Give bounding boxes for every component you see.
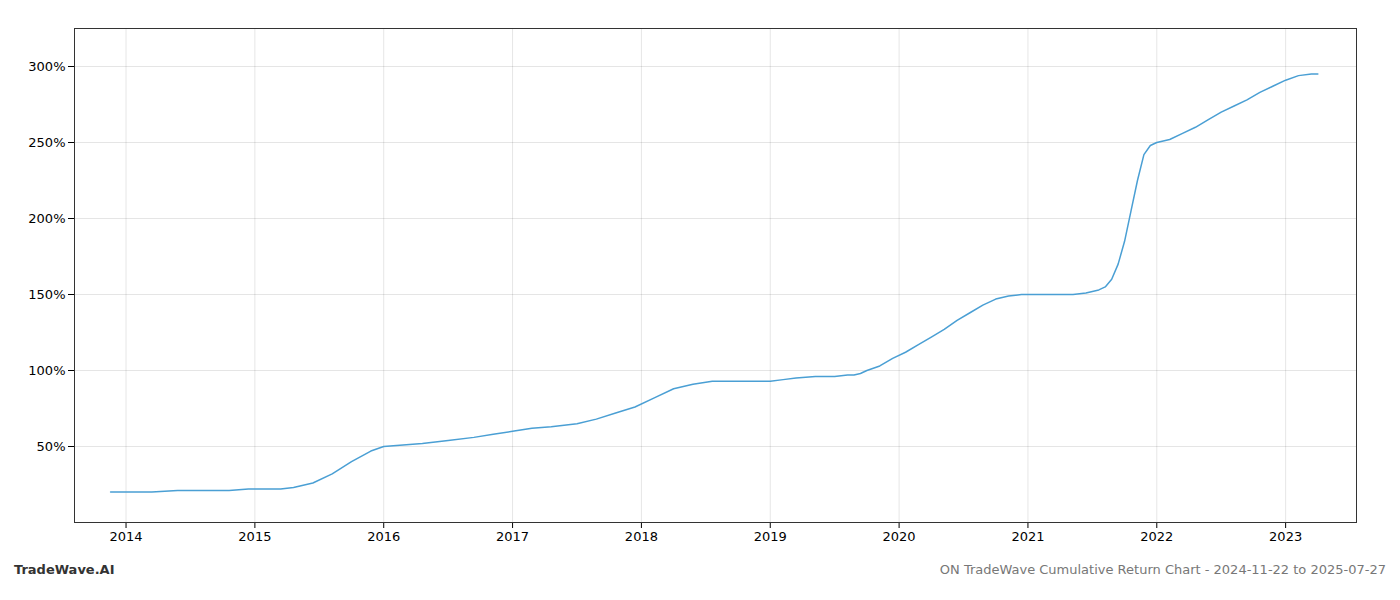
svg-text:2020: 2020 <box>883 529 916 544</box>
svg-text:150%: 150% <box>28 287 65 302</box>
svg-text:2014: 2014 <box>109 529 142 544</box>
svg-text:2023: 2023 <box>1269 529 1302 544</box>
svg-text:2021: 2021 <box>1011 529 1044 544</box>
svg-text:2015: 2015 <box>238 529 271 544</box>
html-text:ON TradeWave Cumulative Return: ON TradeWave Cumulative Return Chart - 2… <box>939 562 1386 577</box>
html-text:TradeWave.AI: TradeWave.AI <box>14 562 115 577</box>
svg-text:2018: 2018 <box>625 529 658 544</box>
svg-text:250%: 250% <box>28 135 65 150</box>
svg-text:2016: 2016 <box>367 529 400 544</box>
svg-text:2022: 2022 <box>1140 529 1173 544</box>
svg-text:100%: 100% <box>28 363 65 378</box>
svg-text:2017: 2017 <box>496 529 529 544</box>
svg-text:200%: 200% <box>28 211 65 226</box>
svg-text:50%: 50% <box>37 439 66 454</box>
svg-text:300%: 300% <box>28 59 65 74</box>
svg-text:2019: 2019 <box>754 529 787 544</box>
